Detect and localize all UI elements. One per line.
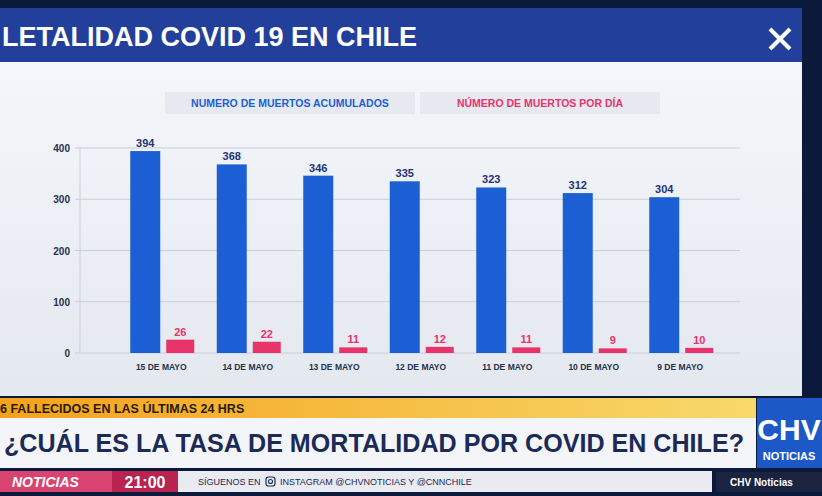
follow-box bbox=[178, 471, 712, 492]
bar bbox=[339, 347, 367, 353]
data-label: 9 bbox=[610, 334, 616, 346]
tick-mark bbox=[75, 199, 80, 200]
time: 21:00 bbox=[125, 474, 166, 491]
headline-band bbox=[0, 418, 756, 468]
instagram-icon-lens bbox=[269, 480, 273, 484]
bar bbox=[166, 340, 194, 353]
tick-mark bbox=[75, 148, 80, 149]
legend-box bbox=[165, 92, 415, 114]
x-tick-label: 12 DE MAYO bbox=[395, 362, 446, 372]
follow: SÍGUENOS EN bbox=[198, 477, 261, 487]
y-tick-label: 0 bbox=[64, 348, 70, 359]
background bbox=[0, 0, 822, 496]
watermark: CHV Noticias bbox=[730, 477, 793, 488]
bar bbox=[563, 193, 593, 353]
data-label: 22 bbox=[261, 328, 273, 340]
data-label: 335 bbox=[396, 167, 414, 179]
bar bbox=[130, 151, 160, 353]
data-label: 312 bbox=[569, 179, 587, 191]
time-box bbox=[112, 471, 178, 492]
y-axis-line bbox=[80, 148, 81, 353]
bar bbox=[599, 348, 627, 353]
program: NOTICIAS bbox=[12, 474, 80, 490]
x-tick-label: 13 DE MAYO bbox=[309, 362, 360, 372]
bottom-strip bbox=[0, 468, 822, 496]
legend-entry: NÚMERO DE MUERTOS POR DÍA bbox=[457, 97, 623, 109]
data-label: 304 bbox=[655, 183, 674, 195]
data-label: 394 bbox=[136, 137, 155, 149]
x-tick-label: 15 DE MAYO bbox=[136, 362, 187, 372]
logo-sub: NOTICIAS bbox=[763, 450, 816, 462]
chart-panel bbox=[0, 62, 802, 396]
legend-box bbox=[420, 92, 660, 114]
bar bbox=[390, 181, 420, 353]
y-tick-label: 400 bbox=[53, 143, 70, 154]
y-tick-label: 100 bbox=[53, 297, 70, 308]
grid-line bbox=[80, 148, 740, 149]
bar bbox=[685, 348, 713, 353]
x-tick-label: 10 DE MAYO bbox=[568, 362, 619, 372]
logo: CHV bbox=[757, 413, 820, 446]
handles: INSTAGRAM @CHVNOTICIAS Y @CNNCHILE bbox=[280, 477, 472, 487]
data-label: 11 bbox=[520, 333, 532, 345]
bar bbox=[303, 176, 333, 353]
bar bbox=[476, 187, 506, 353]
close-icon bbox=[770, 29, 790, 49]
y-tick-label: 300 bbox=[53, 194, 70, 205]
data-label: 368 bbox=[223, 150, 241, 162]
title-bar bbox=[0, 8, 802, 62]
ticker-band bbox=[0, 398, 756, 418]
data-label: 11 bbox=[347, 333, 359, 345]
y-tick-label: 200 bbox=[53, 246, 70, 257]
data-label: 26 bbox=[174, 326, 186, 338]
title: LETALIDAD COVID 19 EN CHILE bbox=[2, 22, 417, 52]
data-label: 323 bbox=[482, 173, 500, 185]
watermark-box bbox=[716, 472, 822, 492]
data-label: 346 bbox=[309, 162, 327, 174]
screen: LETALIDAD COVID 19 EN CHILE NUMERO DE MUE… bbox=[0, 0, 822, 496]
instagram-icon bbox=[266, 477, 275, 486]
bar bbox=[649, 197, 679, 353]
program-box bbox=[0, 471, 178, 492]
bar bbox=[426, 347, 454, 353]
tick-mark bbox=[75, 353, 80, 354]
bars bbox=[130, 151, 713, 353]
x-tick-label: 11 DE MAYO bbox=[482, 362, 533, 372]
x-tick-label: 9 DE MAYO bbox=[657, 362, 703, 372]
bar bbox=[217, 164, 247, 353]
legend-entry: NUMERO DE MUERTOS ACUMULADOS bbox=[191, 97, 389, 109]
tick-mark bbox=[75, 250, 80, 251]
data-label: 12 bbox=[434, 333, 446, 345]
bar bbox=[253, 342, 281, 353]
logo-box bbox=[757, 398, 822, 470]
tick-mark bbox=[75, 301, 80, 302]
headline: ¿CUÁL ES LA TASA DE MORTALIDAD POR COVID… bbox=[4, 429, 744, 457]
x-tick-label: 14 DE MAYO bbox=[222, 362, 273, 372]
data-label: 10 bbox=[693, 334, 705, 346]
bar bbox=[512, 347, 540, 353]
ticker: 6 FALLECIDOS EN LAS ÚLTIMAS 24 HRS bbox=[0, 401, 244, 416]
